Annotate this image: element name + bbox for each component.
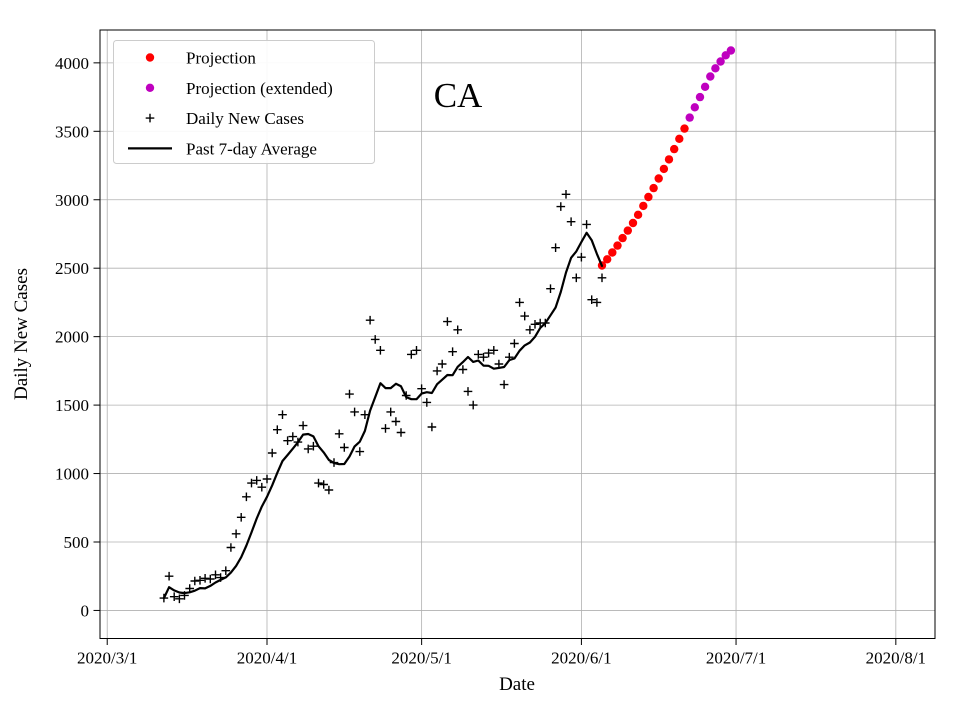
projection-extended-dot: [695, 92, 705, 102]
x-tick-label: 2020/5/1: [391, 649, 451, 668]
projection-dot: [603, 255, 612, 264]
y-axis-label: Daily New Cases: [11, 268, 32, 400]
x-tick-label: 2020/7/1: [706, 649, 766, 668]
projection-dot: [664, 155, 674, 164]
data-series: [159, 46, 736, 604]
projection-extended-dot: [690, 103, 699, 112]
y-tick-label: 2500: [55, 259, 89, 278]
projection-extended-dot: [711, 64, 720, 73]
projection-dot: [649, 183, 658, 193]
projection-dot: [618, 233, 627, 243]
x-tick-label: 2020/3/1: [77, 649, 137, 668]
projection-dot: [613, 241, 622, 250]
y-tick-label: 1000: [55, 465, 89, 484]
chart-title: CA: [434, 76, 483, 115]
axis-ticks: 2020/3/1 2020/4/1 2020/5/1 2020/6/1 2020/7/1…: [55, 54, 926, 668]
projection-extended-dot: [685, 113, 694, 122]
daily-new-cases-markers: [159, 190, 607, 604]
projection-dot: [608, 248, 617, 257]
projection-extended-dot: [700, 82, 710, 92]
projection-dot: [675, 134, 684, 143]
y-tick-label: 3500: [55, 122, 89, 141]
legend-item-label: Daily New Cases: [186, 109, 304, 128]
y-tick-label: 0: [81, 601, 90, 620]
projection-legend-marker-icon: [145, 53, 155, 62]
projection-extended-dot: [706, 72, 715, 81]
legend-item-label: Past 7-day Average: [186, 139, 317, 158]
gridlines: [100, 30, 935, 639]
projection-dot: [670, 144, 679, 154]
legend-item-label: Projection: [186, 49, 256, 68]
daily-new-cases-legend-marker-icon: [145, 113, 155, 123]
projection-dot: [644, 192, 653, 202]
projection-dot: [654, 174, 663, 183]
plot-area-border: [99, 29, 936, 639]
projection-dot: [639, 201, 648, 211]
x-tick-label: 2020/6/1: [551, 649, 611, 668]
legend: Projection Projection (extended) Daily New…: [113, 40, 375, 164]
projection-dot: [659, 164, 669, 174]
projection-dot: [628, 218, 638, 228]
y-tick-label: 4000: [55, 54, 89, 73]
legend-item-label: Projection (extended): [186, 79, 333, 98]
legend-item-projection: Projection: [145, 49, 256, 68]
x-tick-label: 2020/8/1: [866, 649, 926, 668]
legend-item-projection-extended: Projection (extended): [145, 79, 333, 98]
past-7-day-average-line: [162, 231, 604, 600]
x-tick-label: 2020/4/1: [237, 649, 297, 668]
projection-dot: [623, 226, 632, 235]
legend-box: [113, 40, 375, 164]
x-axis-label: Date: [499, 674, 535, 695]
y-tick-label: 500: [64, 533, 90, 552]
legend-item-past-7-day-average: Past 7-day Average: [128, 139, 317, 158]
projection-extended-dot: [726, 46, 736, 55]
projection-extended-legend-marker-icon: [145, 83, 155, 93]
projection-dot: [633, 210, 643, 219]
projection-dot: [680, 124, 689, 133]
y-tick-label: 1500: [55, 396, 89, 415]
y-tick-label: 3000: [55, 191, 89, 210]
legend-item-daily-new-cases: Daily New Cases: [145, 109, 304, 128]
y-tick-label: 2000: [55, 328, 89, 347]
projection-extended-dot: [716, 57, 725, 66]
